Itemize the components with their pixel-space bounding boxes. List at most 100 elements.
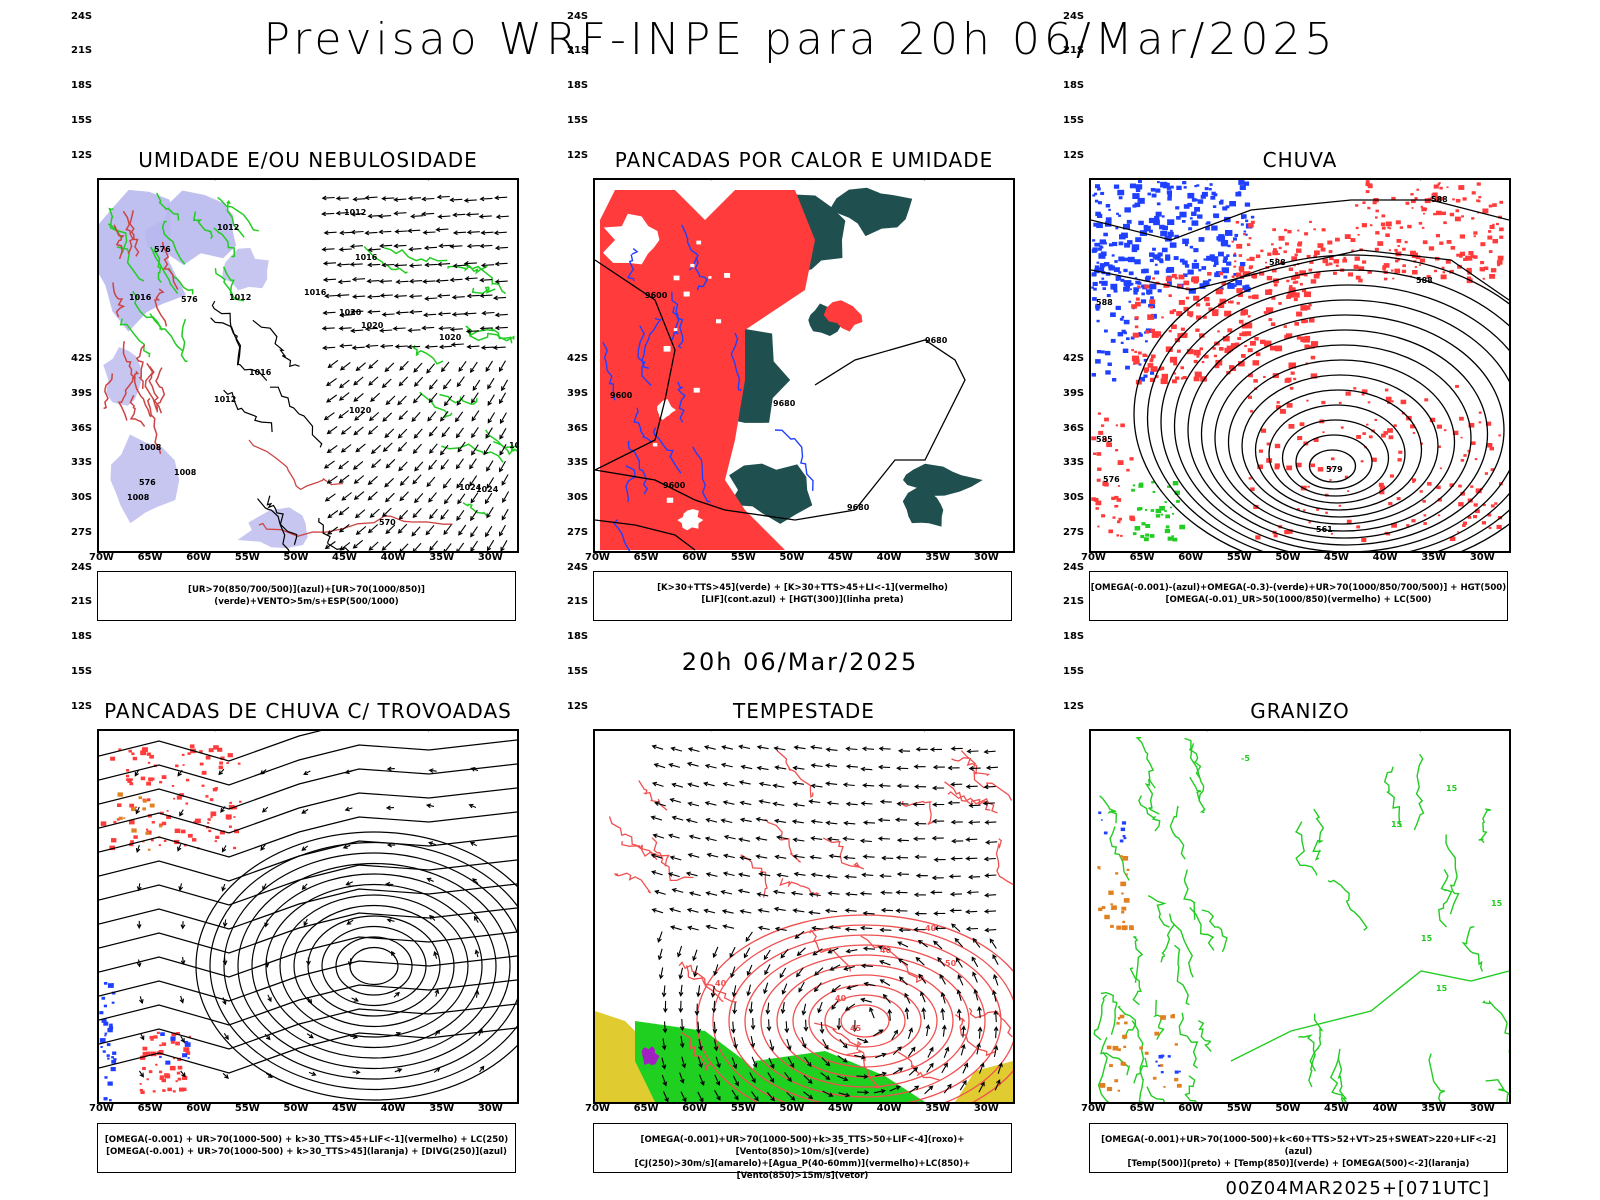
omega-ur-red-area	[1260, 249, 1264, 253]
wind-arrow	[429, 508, 438, 520]
streamline-arrow	[385, 881, 394, 887]
precip-water-contour	[897, 1051, 940, 1081]
wind-vector	[721, 909, 734, 914]
thunder-red-area	[142, 1067, 146, 1070]
lon-tick-label: 35W	[429, 1103, 455, 1114]
wind-vector	[914, 911, 927, 917]
omega-ur-red-area	[1268, 318, 1273, 322]
wind-vector	[894, 817, 908, 823]
omega-ur-red-area	[1316, 508, 1320, 511]
wind-arrow	[379, 293, 393, 298]
omega-ur-red-area	[1288, 424, 1295, 429]
omega-blue-area	[1187, 192, 1195, 199]
wind-arrow	[353, 376, 364, 386]
streamline-arrow	[342, 844, 351, 849]
wind-vector	[696, 985, 701, 998]
wind-vector	[965, 784, 978, 789]
thunder-red-area	[188, 1035, 191, 1038]
omega-blue-area	[1103, 232, 1108, 237]
wind-arrow	[469, 361, 478, 374]
precip-water-contour	[740, 854, 768, 898]
hail-blue-area	[1120, 827, 1126, 832]
omega-ur-red-area	[1196, 355, 1200, 358]
streamline-arrow	[426, 877, 434, 883]
wind-vector	[772, 801, 785, 807]
omega-ur-red-area	[1115, 504, 1119, 508]
omega-blue-area	[1143, 374, 1148, 378]
omega-ur-red-area	[1344, 475, 1349, 479]
omega-ur-red-area	[1264, 340, 1272, 347]
wind-vector	[993, 1044, 999, 1058]
omega-ur-red-area	[1433, 184, 1439, 189]
streamline-arrow	[393, 991, 400, 998]
omega-ur-red-area	[1294, 322, 1299, 326]
wind-arrow	[485, 360, 493, 373]
thunder-orange-area	[142, 807, 146, 811]
divergence-blue-area	[112, 1051, 117, 1055]
thunder-red-area	[126, 769, 130, 772]
contour-label: 9600	[645, 291, 668, 300]
wind-vector	[751, 1056, 758, 1069]
wind-vector	[896, 837, 909, 843]
streamline-arrow	[391, 950, 396, 959]
wind-vector	[697, 1056, 703, 1069]
omega-ur-red-area	[1176, 311, 1183, 316]
omega-ur-red-area	[1366, 423, 1369, 426]
map-chuva: 588 588 588 588 585 576 579 561	[1089, 178, 1511, 553]
divergence-blue-area	[109, 1099, 112, 1102]
omega-blue-area	[1156, 202, 1161, 206]
omega-ur-red-area	[1244, 322, 1253, 329]
omega-blue-area	[1149, 229, 1153, 233]
omega-blue-area	[1149, 252, 1155, 257]
wind-vector	[907, 1046, 916, 1057]
thunder-red-area	[113, 820, 117, 824]
lon-tick-label: 70W	[1081, 552, 1106, 563]
wind-arrow	[338, 410, 349, 419]
omega-blue-area	[1105, 217, 1112, 222]
omega-ur-red-area	[1309, 260, 1314, 264]
streamline-arrow	[344, 769, 353, 775]
omega-ur-red-area	[1418, 264, 1421, 266]
divergence-blue-area	[184, 1042, 191, 1047]
thunder-red-area	[149, 1035, 154, 1040]
wind-arrow	[368, 376, 379, 386]
omega-blue-area	[1138, 333, 1143, 337]
omega-ur-red-area	[1174, 276, 1178, 280]
omega-ur-red-area	[1288, 267, 1294, 271]
wind-vector	[895, 855, 909, 860]
hail-blue-area	[1100, 819, 1103, 821]
omega-ur-red-area	[1397, 458, 1402, 462]
wind-vector	[966, 748, 979, 754]
omega-blue-area	[1133, 291, 1138, 295]
omega-ur-red-area	[1294, 271, 1299, 275]
omega-ur-red-area	[1208, 307, 1213, 311]
wind-vector	[836, 1018, 842, 1031]
thunder-red-area	[156, 1031, 160, 1035]
omega-blue-area	[1210, 195, 1216, 200]
omega-blue-area	[1127, 256, 1135, 263]
omega-ur-red-area	[1473, 515, 1477, 519]
omega-ur-red-area	[1224, 310, 1232, 317]
wind-vector	[913, 927, 926, 932]
wind-vector	[843, 820, 856, 826]
wind-vector	[650, 853, 663, 859]
thunder-red-area	[161, 1042, 167, 1046]
wind-arrow	[458, 524, 467, 536]
omega-ur-red-area	[1313, 228, 1316, 231]
omega-blue-area	[1159, 260, 1164, 264]
streamline	[223, 852, 517, 1080]
omega-blue-area	[1213, 264, 1217, 267]
omega-ur-red-area	[1405, 201, 1410, 205]
streamline-arrow	[261, 806, 269, 813]
wind-arrow	[324, 493, 336, 502]
lat-tick-label: 15S	[1063, 666, 1085, 678]
omega-ur-red-area	[1093, 497, 1099, 502]
omega-ur-red-area	[1430, 196, 1435, 200]
omega-ur-red-area	[1426, 275, 1431, 279]
wind-vector	[671, 815, 684, 821]
wind-arrow	[385, 524, 396, 535]
omega-blue-area	[1135, 184, 1143, 190]
omega-ur-red-area	[1248, 271, 1251, 274]
map-tempestade: 40 40 40 40 45 50	[593, 729, 1015, 1104]
wind-arrow	[338, 506, 350, 516]
